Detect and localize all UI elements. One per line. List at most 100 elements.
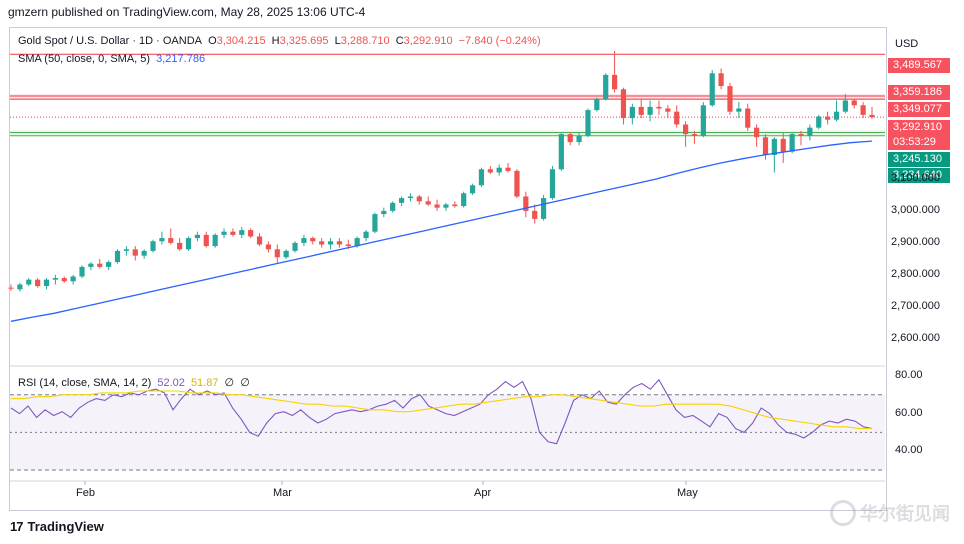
candle-body [727,86,733,112]
candle-body [478,169,485,186]
candle-body [682,124,689,135]
rsi-label[interactable]: RSI (14, close, SMA, 14, 2) [18,377,152,389]
price-tick-label: 2,700.000 [891,299,940,312]
candle-body [452,204,458,207]
rsi-value: 52.02 [157,377,185,389]
candle-body [106,262,112,267]
watermark-logo-icon [830,500,856,526]
price-tag: 3,489.567 [888,58,950,73]
candle-body [789,134,795,152]
candle-body [35,279,41,287]
candle-body [150,241,156,251]
candle-body [239,230,245,235]
price-tick-label: 2,600.000 [891,331,940,344]
price-tick-label: 3,000.000 [891,203,940,216]
candle-body [381,210,387,215]
candle-body [26,279,32,285]
time-tick-label: Mar [273,487,292,499]
candle-body [816,116,822,128]
candle-body [771,138,777,155]
rsi-ma-value: 51.87 [190,377,219,389]
candle-body [248,230,254,237]
candle-body [603,74,609,99]
candle-body [496,167,502,173]
candle-body [52,278,58,280]
candle-body [620,89,627,119]
candle-body [363,231,369,239]
rsi-tick-label: 80.00 [895,369,923,381]
price-tick-label: 2,800.000 [891,267,940,280]
low-value: 3,288.710 [340,35,390,47]
candle-body [674,111,680,125]
candle-body [159,238,165,242]
candle-body [665,108,671,112]
candle-body [177,242,183,250]
candle-body [629,106,635,119]
candle-body [274,249,280,258]
time-tick-label: Apr [474,487,492,499]
price-tag: 3,359.186 [888,85,950,100]
candle-body [336,241,343,245]
brand-name: TradingView [27,519,104,534]
candle-body [514,170,520,197]
high-value: 3,325.695 [279,35,329,47]
open-label: O [208,35,217,47]
candle-body [851,100,857,106]
price-tag: 3,245.130 [888,152,950,167]
currency-label[interactable]: USD [895,38,919,50]
candle-body [647,106,653,115]
rsi-ma-line [11,390,872,430]
candle-body [230,231,236,235]
candle-body [123,249,129,251]
sma-legend: SMA (50, close, 0, SMA, 5) 3,217.786 [18,53,208,65]
candle-body [523,196,529,211]
candle-body [443,204,449,208]
rsi-extra-2: ∅ [240,377,250,389]
candle-body [203,234,209,247]
price-tick-label: 2,900.000 [891,235,940,248]
sma-label[interactable]: SMA (50, close, 0, SMA, 5) [18,53,151,65]
candle-body [398,198,405,203]
sma-line [10,140,873,322]
candle-body [265,244,272,250]
candle-body [310,238,316,242]
resistance-band [10,93,885,100]
candle-body [194,234,201,239]
candle-body [549,169,556,199]
candle-body [611,74,618,90]
candle-body [833,111,840,120]
candle-body [70,276,76,282]
candle-body [807,127,813,136]
candle-body [505,167,511,171]
main-legend: Gold Spot / U.S. Dollar · 1D · OANDA O3,… [18,35,544,47]
candle-body [869,114,875,118]
candle-body [434,204,440,208]
candle-body [825,116,831,120]
candle-body [425,201,431,205]
symbol-title[interactable]: Gold Spot / U.S. Dollar · 1D · OANDA [18,35,202,47]
candle-body [345,244,351,247]
candle-body [390,202,396,211]
candle-body [17,284,23,290]
published-info: gmzern published on TradingView.com, May… [8,5,366,19]
candle-body [576,135,582,143]
candle-body [292,242,298,251]
price-tag: 3,234.640 [888,168,950,183]
open-value: 3,304.215 [216,35,266,47]
candle-body [114,250,121,263]
candle-body [745,108,751,128]
candle-body [860,105,866,115]
time-tick-label: Feb [76,487,95,499]
candle-body [469,185,476,194]
candle-body [43,279,50,287]
candle-body [327,241,334,245]
price-tick-label: 3,100.000 [891,171,940,184]
tradingview-logo[interactable]: 17 TradingView [10,519,104,534]
candle-body [780,138,786,152]
candle-body [185,238,192,250]
candle-body [487,169,493,173]
candle-body [256,236,263,245]
candle-body [762,137,769,155]
tradingview-mark-icon: 17 [10,519,24,534]
